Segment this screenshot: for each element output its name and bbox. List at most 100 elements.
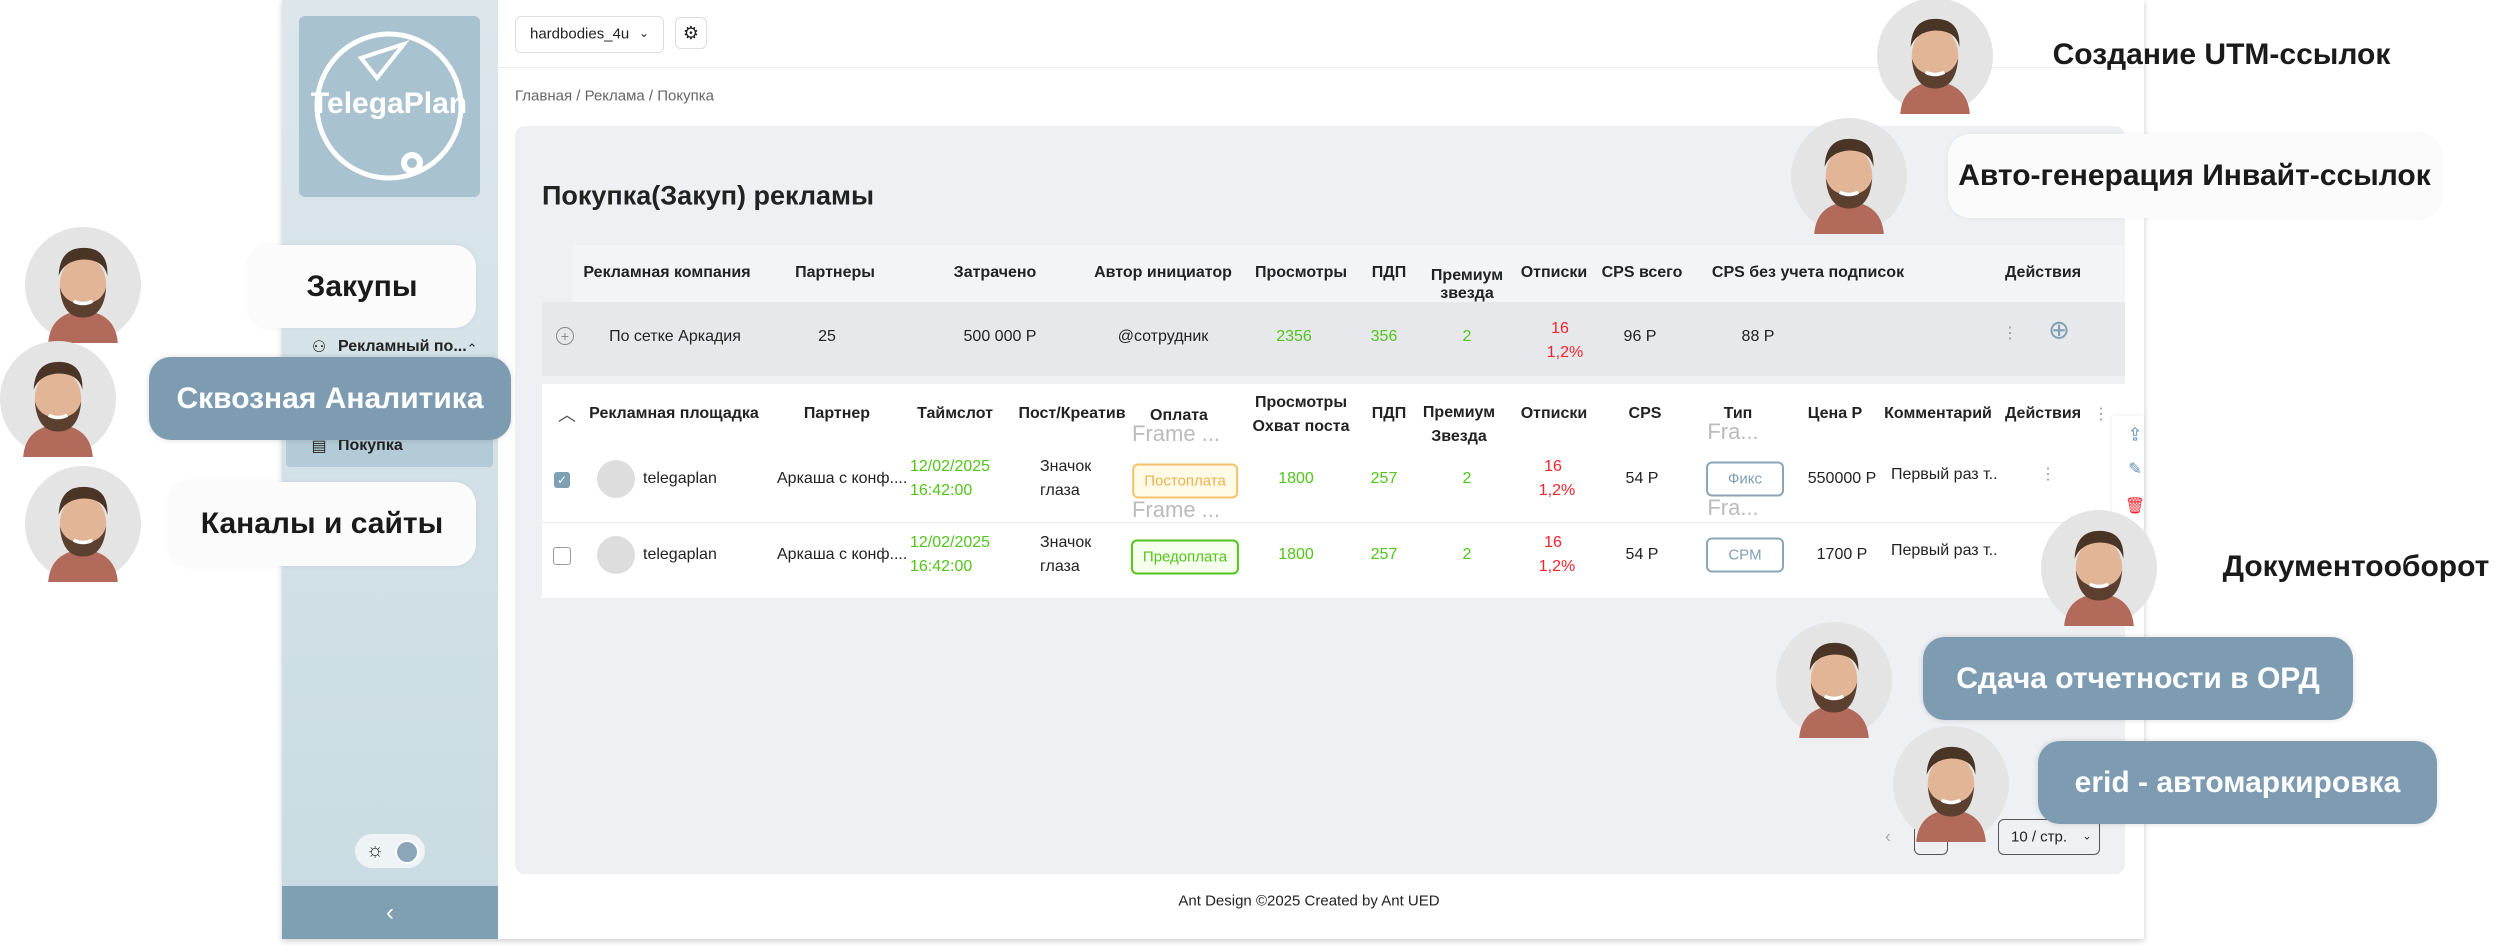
column-header: Партнеры bbox=[795, 264, 875, 281]
callout-avatar bbox=[25, 227, 141, 343]
cell-unsub-pct: 1,2% bbox=[1546, 344, 1584, 361]
cell-views: 2356 bbox=[1276, 328, 1312, 345]
logo: TelegaPlan bbox=[299, 16, 480, 197]
cell-premium: 2 bbox=[1462, 328, 1472, 345]
prev-page[interactable]: ‹ bbox=[1885, 826, 1891, 847]
column-header: Рекламная площадка bbox=[589, 405, 759, 422]
menu-item[interactable]: Покупка bbox=[338, 437, 403, 454]
cell-partners: 25 bbox=[818, 328, 836, 345]
cell-platform: telegaplan bbox=[643, 470, 717, 487]
cell-premium: 2 bbox=[1462, 546, 1472, 563]
menu-caret: ⌃ bbox=[466, 341, 478, 356]
column-header: Премиум звезда bbox=[1430, 267, 1504, 302]
column-header: CPS bbox=[1628, 405, 1662, 422]
column-header: Комментарий bbox=[1884, 405, 1992, 422]
header-divider bbox=[498, 67, 2144, 68]
menu-group[interactable]: Рекламный по... bbox=[338, 338, 467, 355]
column-header: CPS всего bbox=[1601, 264, 1683, 281]
row-more-icon[interactable]: ⋮ bbox=[2040, 466, 2056, 483]
logo-graphic bbox=[314, 31, 464, 181]
campaign-row-bg bbox=[542, 302, 2125, 376]
expand-icon[interactable]: + bbox=[556, 327, 574, 345]
cell-price: 1700 Р bbox=[1816, 546, 1868, 563]
cell-comment: Первый раз т.. bbox=[1891, 542, 1998, 559]
callout-label: erid - автомаркировка bbox=[2038, 741, 2437, 824]
cell-date: 12/02/2025 bbox=[910, 534, 991, 551]
cell-partner: Аркаша с конф.... bbox=[777, 470, 908, 487]
column-header: Рекламная компания bbox=[583, 264, 751, 281]
cell-views: 1800 bbox=[1278, 546, 1314, 563]
cell-name: По сетке Аркадия bbox=[609, 328, 741, 345]
row-divider bbox=[542, 522, 2125, 523]
delete-icon[interactable]: 🗑 bbox=[2124, 498, 2146, 515]
breadcrumb: Главная / Реклама / Покупка bbox=[515, 87, 714, 105]
cell-cps: 54 Р bbox=[1625, 470, 1659, 487]
column-header: ПДП bbox=[1371, 405, 1407, 422]
placements-bg bbox=[542, 384, 2125, 598]
cell-views: 1800 bbox=[1278, 470, 1314, 487]
callout-label: Документооборот bbox=[2222, 550, 2490, 583]
footer: Ant Design ©2025 Created by Ant UED bbox=[1178, 892, 1440, 910]
cell-spent: 500 000 Р bbox=[963, 328, 1037, 345]
ghost-label: Frame ... bbox=[1131, 497, 1221, 522]
column-header: Просмотры Охват поста bbox=[1252, 394, 1350, 435]
cell-comment: Первый раз т.. bbox=[1891, 466, 1998, 483]
cell-date: 12/02/2025 bbox=[910, 458, 991, 475]
column-header: CPS без учета подписок bbox=[1711, 264, 1905, 281]
column-header: Действия bbox=[2004, 405, 2082, 422]
column-header: Таймслот bbox=[917, 405, 993, 422]
column-header: Затрачено bbox=[953, 264, 1037, 281]
campaign-header-bg bbox=[573, 245, 2125, 302]
page-title: Покупка(Закуп) рекламы bbox=[542, 180, 875, 211]
cell-partner: Аркаша с конф.... bbox=[777, 546, 908, 563]
cell-price: 550000 Р bbox=[1807, 470, 1877, 487]
share-icon[interactable]: ⇪ bbox=[2127, 424, 2143, 445]
callout-avatar bbox=[0, 341, 116, 457]
cell-pdp: 257 bbox=[1370, 470, 1398, 487]
menu-icon: ⚇ bbox=[311, 339, 327, 356]
account: hardbodies_4u bbox=[530, 25, 630, 43]
column-header: Просмотры bbox=[1254, 264, 1348, 281]
callout-avatar bbox=[2041, 510, 2157, 626]
account-select[interactable]: hardbodies_4u ⌄ bbox=[515, 16, 664, 53]
column-header: Автор инициатор bbox=[1094, 264, 1232, 281]
column-header: Партнер bbox=[803, 405, 871, 422]
cell-unsub-pct: 1,2% bbox=[1538, 482, 1576, 499]
menu-item-icon: ▤ bbox=[311, 438, 327, 455]
column-header: Премиум Звезда bbox=[1422, 404, 1496, 445]
callout-label: Авто-генерация Инвайт-ссылок bbox=[1948, 134, 2441, 218]
callout-avatar bbox=[1893, 726, 2009, 842]
callout-label: Создание UTM-ссылок bbox=[2052, 37, 2391, 71]
edit-icon[interactable]: ✎ bbox=[2128, 461, 2142, 478]
cell-unsub: 16 bbox=[1544, 534, 1562, 551]
page-size[interactable]: 10 / стр. ⌄ bbox=[1998, 819, 2100, 855]
action-panel bbox=[2112, 416, 2144, 528]
ghost-label: Fra... bbox=[1707, 419, 1759, 444]
cell-author: @сотрудник bbox=[1117, 328, 1209, 345]
more-icon[interactable]: ⋮ bbox=[2093, 406, 2109, 423]
callout-label: Каналы и сайты bbox=[168, 482, 476, 566]
download-icon[interactable]: ⊕ bbox=[2048, 314, 2070, 345]
ghost-label: Fra... bbox=[1707, 495, 1759, 520]
avatar bbox=[597, 460, 635, 498]
cell-pdp: 356 bbox=[1370, 328, 1398, 345]
checkbox[interactable] bbox=[553, 547, 571, 565]
cell-unsub: 16 bbox=[1551, 320, 1569, 337]
cell-pdp: 257 bbox=[1370, 546, 1398, 563]
page-size-text: 10 / стр. bbox=[2011, 828, 2068, 846]
column-header: Оплата bbox=[1150, 407, 1208, 424]
column-header: Цена Р bbox=[1807, 405, 1863, 422]
collapse-icon[interactable]: ︿ bbox=[558, 405, 576, 425]
cell-post: Значок глаза bbox=[1040, 458, 1092, 499]
collapse-bar[interactable]: ‹ bbox=[282, 886, 498, 939]
column-header: Пост/Креатив bbox=[1018, 405, 1126, 422]
ghost-label: Frame ... bbox=[1131, 421, 1221, 446]
type-tag: Фикс bbox=[1706, 461, 1784, 497]
settings-button[interactable]: ⚙ bbox=[675, 17, 707, 49]
cell-unsub-pct: 1,2% bbox=[1538, 558, 1576, 575]
checkbox[interactable]: ✓ bbox=[554, 472, 570, 488]
column-header: Отписки bbox=[1520, 405, 1588, 422]
more-icon[interactable]: ⋮ bbox=[2002, 325, 2018, 342]
callout-avatar bbox=[1776, 622, 1892, 738]
theme-toggle[interactable]: ☼ bbox=[355, 834, 425, 868]
